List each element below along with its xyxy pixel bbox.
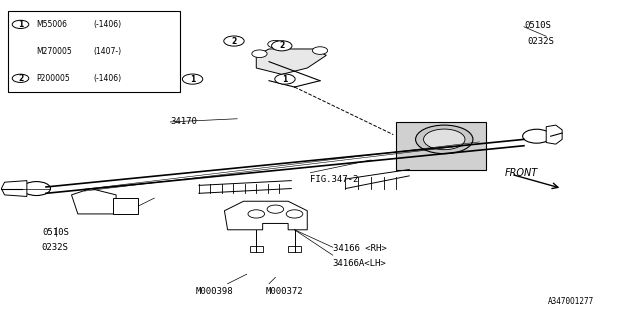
Text: M000398: M000398 [196,287,234,296]
Text: 0510S: 0510S [524,21,551,30]
Polygon shape [250,246,262,252]
Text: 2: 2 [279,41,284,50]
Circle shape [523,129,550,143]
Text: (1407-): (1407-) [94,47,122,56]
Text: 0232S: 0232S [527,36,554,45]
Text: FRONT: FRONT [505,168,538,178]
Polygon shape [1,180,27,196]
Text: 0232S: 0232S [41,243,68,252]
Text: A3470O1277: A3470O1277 [548,297,594,306]
Text: 34166A<LH>: 34166A<LH> [333,259,387,268]
Circle shape [224,36,244,46]
Text: (-1406): (-1406) [94,20,122,29]
Text: (-1406): (-1406) [94,74,122,83]
Text: 2: 2 [231,36,237,45]
Circle shape [248,210,264,218]
Polygon shape [225,201,307,230]
Circle shape [286,210,303,218]
Text: P200005: P200005 [36,74,70,83]
Text: 1: 1 [18,20,23,29]
Text: M000372: M000372 [266,287,303,296]
Circle shape [252,50,267,58]
Circle shape [312,47,328,54]
Circle shape [267,205,284,213]
Circle shape [271,41,292,51]
Text: 0510S: 0510S [43,228,70,237]
Text: 1: 1 [190,75,195,84]
Text: 2: 2 [18,74,23,83]
Circle shape [268,40,283,48]
FancyBboxPatch shape [8,11,180,92]
Circle shape [12,74,29,83]
FancyBboxPatch shape [113,198,138,214]
Polygon shape [72,188,116,214]
Circle shape [275,74,295,84]
Polygon shape [546,125,562,144]
Polygon shape [256,49,326,74]
Circle shape [22,181,51,196]
Text: M270005: M270005 [36,47,72,56]
Text: 34166 <RH>: 34166 <RH> [333,244,387,253]
Text: 1: 1 [282,75,287,84]
Text: 34170: 34170 [170,117,197,126]
Ellipse shape [415,125,473,154]
Text: M55006: M55006 [36,20,67,29]
Circle shape [12,20,29,28]
FancyBboxPatch shape [396,122,486,170]
Text: FIG.347-2: FIG.347-2 [310,174,359,184]
Ellipse shape [424,129,465,150]
Circle shape [182,74,203,84]
Polygon shape [288,246,301,252]
